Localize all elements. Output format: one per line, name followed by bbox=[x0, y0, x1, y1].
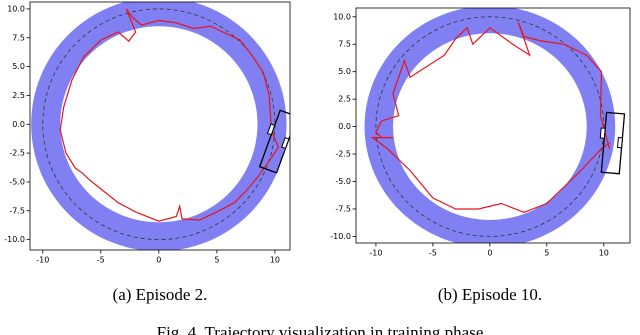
y-tick-label: 2.5 bbox=[338, 95, 351, 104]
vehicle bbox=[599, 111, 626, 175]
y-tick-label: -10.0 bbox=[4, 235, 25, 244]
axes-frame bbox=[355, 7, 631, 244]
plot-area bbox=[364, 8, 626, 243]
y-tick-label: 5.0 bbox=[338, 67, 351, 76]
track-ring bbox=[31, 2, 287, 250]
y-tick-label: -2.5 bbox=[9, 149, 25, 158]
x-tick-label: 5 bbox=[214, 256, 219, 265]
plot-area bbox=[31, 2, 290, 250]
trajectory bbox=[370, 22, 611, 213]
caption-b: (b) Episode 10. bbox=[438, 285, 542, 304]
y-tick-label: 2.5 bbox=[12, 91, 25, 100]
x-tick-label: 10 bbox=[270, 256, 280, 265]
x-tick-label: -5 bbox=[429, 249, 437, 258]
y-tick-label: 0.0 bbox=[338, 122, 351, 131]
y-tick-label: -10.0 bbox=[330, 232, 351, 241]
y-tick-label: 7.5 bbox=[338, 40, 351, 49]
vehicle-wheel bbox=[599, 127, 606, 139]
x-tick-label: 10 bbox=[599, 249, 609, 258]
track-ring bbox=[364, 8, 616, 243]
x-tick-label: 0 bbox=[487, 249, 492, 258]
figure-caption: Fig. 4. Trajectory visualization in trai… bbox=[157, 323, 484, 335]
vehicle-wheel bbox=[617, 136, 623, 149]
x-tick-label: -10 bbox=[369, 249, 382, 258]
axes-frame bbox=[29, 1, 291, 251]
trajectory bbox=[59, 8, 279, 222]
y-tick-label: -5.0 bbox=[9, 177, 25, 186]
y-tick-label: -2.5 bbox=[335, 150, 351, 159]
vehicle bbox=[258, 109, 290, 174]
vehicle-wheel bbox=[281, 137, 290, 150]
y-tick-label: 7.5 bbox=[12, 33, 25, 42]
x-tick-label: -5 bbox=[97, 256, 105, 265]
x-tick-label: 5 bbox=[544, 249, 549, 258]
y-tick-label: 10.0 bbox=[333, 12, 351, 21]
x-tick-label: 0 bbox=[156, 256, 161, 265]
vehicle-wheel bbox=[266, 123, 276, 136]
caption-a: (a) Episode 2. bbox=[113, 285, 208, 304]
x-tick-label: -10 bbox=[36, 256, 49, 265]
y-tick-label: -7.5 bbox=[335, 204, 351, 213]
y-tick-label: 0.0 bbox=[12, 120, 25, 129]
y-tick-label: 5.0 bbox=[12, 62, 25, 71]
y-tick-label: -7.5 bbox=[9, 206, 25, 215]
y-tick-label: 10.0 bbox=[7, 4, 25, 13]
y-tick-label: -5.0 bbox=[335, 177, 351, 186]
